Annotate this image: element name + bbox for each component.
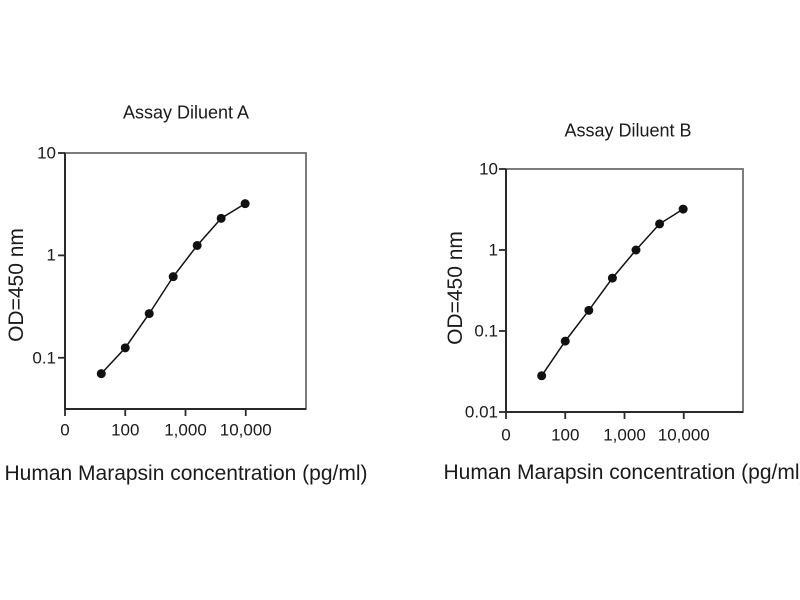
data-point-marker xyxy=(678,204,688,214)
y-tick-label: 1 xyxy=(488,240,498,260)
x-tick-label: 100 xyxy=(551,425,580,445)
chart-b-plot xyxy=(499,168,744,419)
y-tick-label: 0.1 xyxy=(474,321,498,341)
chart-a-x-axis-label: Human Marapsin concentration (pg/ml) xyxy=(4,462,368,485)
y-tick-label: 10 xyxy=(479,159,498,179)
y-tick-label: 10 xyxy=(37,143,56,163)
chart-b-title: Assay Diluent B xyxy=(564,120,692,141)
data-point-marker xyxy=(120,343,130,353)
chart-a-title: Assay Diluent A xyxy=(122,102,250,123)
x-tick-label: 10,000 xyxy=(219,420,272,440)
chart-b-y-axis-label: OD=450 nm xyxy=(444,231,467,345)
x-tick-label: 10,000 xyxy=(657,425,710,445)
data-point-marker xyxy=(607,273,617,283)
x-tick-label: 0 xyxy=(60,420,70,440)
data-point-marker xyxy=(144,309,154,319)
data-point-marker xyxy=(240,199,250,209)
x-tick-label: 1,000 xyxy=(164,420,207,440)
data-point-marker xyxy=(537,371,547,381)
y-tick-label: 1 xyxy=(46,245,56,265)
data-point-marker xyxy=(216,213,226,223)
chart-b-x-axis-label: Human Marapsin concentration (pg/ml) xyxy=(443,461,800,484)
standard-curve-line xyxy=(541,208,684,377)
chart-a-plot xyxy=(58,152,307,416)
y-tick-label: 0.01 xyxy=(464,402,498,422)
x-tick-label: 100 xyxy=(111,420,140,440)
chart-a-y-axis-label: OD=450 nm xyxy=(5,228,28,342)
data-point-marker xyxy=(192,240,202,250)
data-point-marker xyxy=(631,245,641,255)
data-point-marker xyxy=(168,272,178,282)
data-point-marker xyxy=(584,305,594,315)
data-point-marker xyxy=(655,219,665,229)
x-tick-label: 1,000 xyxy=(603,425,646,445)
y-tick-label: 0.1 xyxy=(32,348,56,368)
data-point-marker xyxy=(96,369,106,379)
data-point-marker xyxy=(560,336,570,346)
x-tick-label: 0 xyxy=(501,425,511,445)
